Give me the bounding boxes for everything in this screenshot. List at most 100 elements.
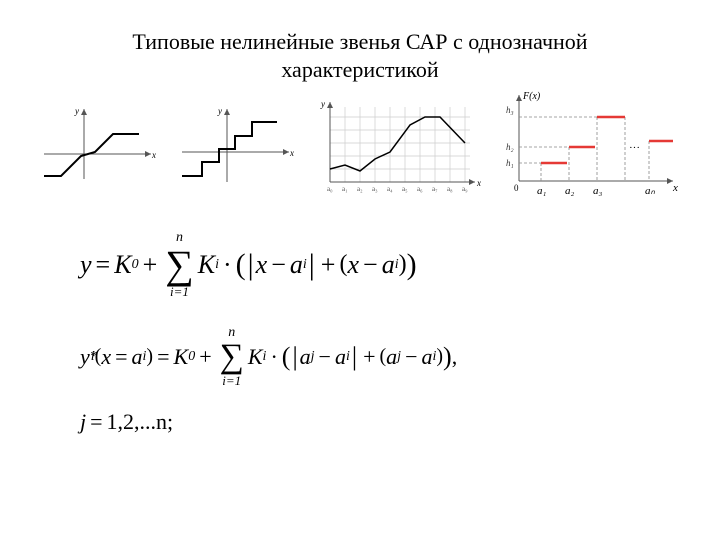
f2-eq: = bbox=[157, 344, 169, 370]
f1-sum-bot: i=1 bbox=[170, 285, 189, 298]
chart-4: ··· F(x) x h₁ h₂ h₃ a₁ a₂ a₃ aₙ 0 bbox=[501, 89, 681, 209]
title-line2: характеристикой bbox=[281, 57, 438, 82]
chart-1: x y bbox=[39, 104, 159, 194]
svg-text:a₈: a₈ bbox=[447, 185, 453, 193]
f3-seq: 1,2,...n; bbox=[107, 409, 174, 435]
f2-rp2: ) bbox=[436, 345, 443, 368]
f1-minus1: − bbox=[271, 250, 286, 280]
title-line1: Типовые нелинейные звенья САР с однознач… bbox=[132, 29, 587, 54]
f1-a1: a bbox=[290, 250, 303, 280]
charts-row: x y x y bbox=[0, 89, 720, 209]
chart3-y-label: y bbox=[320, 99, 325, 109]
svg-text:a₀: a₀ bbox=[327, 185, 333, 193]
f2-m2: − bbox=[405, 344, 417, 370]
f2-absL: | bbox=[292, 342, 297, 372]
f1-plus1: + bbox=[143, 250, 158, 280]
svg-text:0: 0 bbox=[514, 183, 519, 193]
f2-m1: − bbox=[319, 344, 331, 370]
page-title: Типовые нелинейные звенья САР с однознач… bbox=[0, 0, 720, 83]
f2-plus2: + bbox=[363, 344, 375, 370]
f2-ai: a bbox=[335, 344, 346, 370]
f1-kis: i bbox=[215, 257, 219, 273]
f2-kis: i bbox=[263, 349, 267, 365]
chart-3: x y a₀ a₁ a₂ a₃ a₄ a₅ a₆ a₇ a₈ a₉ bbox=[315, 97, 483, 202]
f2-lp2: ( bbox=[380, 345, 387, 368]
chart-1-svg: x y bbox=[39, 104, 159, 189]
f1-ki: K bbox=[198, 250, 215, 280]
svg-text:a₁: a₁ bbox=[537, 185, 547, 197]
chart1-y-label: y bbox=[74, 106, 79, 116]
f1-x1: x bbox=[256, 250, 268, 280]
f2-k0s: 0 bbox=[188, 349, 195, 365]
f1-sigma-sym: ∑ bbox=[165, 245, 194, 285]
f1-x2: x bbox=[347, 250, 359, 280]
formulas-block: y = K0 + n ∑ i=1 Ki · ( | x − ai | + ( x… bbox=[0, 209, 720, 435]
f2-dot: · bbox=[270, 344, 277, 370]
svg-text:a₆: a₆ bbox=[417, 185, 423, 193]
f2-aj: a bbox=[300, 344, 311, 370]
chart4-x-label: x bbox=[672, 182, 678, 194]
chart3-x-label: x bbox=[476, 178, 481, 188]
formula-1: y = K0 + n ∑ i=1 Ki · ( | x − ai | + ( x… bbox=[80, 231, 720, 298]
f2-sigma: n ∑ i=1 bbox=[220, 326, 244, 387]
chart4-y-label: F(x) bbox=[522, 91, 541, 102]
f2-sigma-sym: ∑ bbox=[220, 340, 244, 374]
f1-abs-l: | bbox=[248, 248, 254, 282]
svg-text:aₙ: aₙ bbox=[645, 185, 656, 197]
chart1-x-label: x bbox=[151, 150, 156, 160]
formula-2: y*i ( x = ai ) = K0 + n ∑ i=1 Ki · ( | a… bbox=[80, 326, 720, 387]
svg-text:a₃: a₃ bbox=[372, 185, 378, 193]
f3-j: j bbox=[80, 409, 86, 435]
f2-ais: i bbox=[346, 349, 350, 365]
svg-text:a₅: a₅ bbox=[402, 185, 408, 193]
f2-xc: x bbox=[101, 344, 111, 370]
f3-eq: = bbox=[90, 409, 102, 435]
chart2-y-label: y bbox=[217, 106, 222, 116]
svg-text:h₂: h₂ bbox=[506, 142, 514, 152]
f1-a1s: i bbox=[303, 257, 307, 273]
f1-abs-r: | bbox=[309, 248, 315, 282]
svg-text:h₃: h₃ bbox=[506, 105, 514, 115]
f2-rp: ) bbox=[443, 342, 452, 372]
f1-k0: K bbox=[114, 250, 131, 280]
f2-k0: K bbox=[174, 344, 189, 370]
svg-text:a₇: a₇ bbox=[432, 185, 438, 193]
f2-ki: K bbox=[248, 344, 263, 370]
f2-lp: ( bbox=[282, 342, 291, 372]
f1-minus2: − bbox=[363, 250, 378, 280]
f1-a2: a bbox=[382, 250, 395, 280]
svg-text:a₂: a₂ bbox=[357, 185, 363, 193]
svg-text:h₁: h₁ bbox=[506, 158, 514, 168]
f2-bot: i=1 bbox=[222, 374, 241, 387]
formula-3: j = 1,2,...n; bbox=[80, 409, 720, 435]
f1-dot: · bbox=[223, 250, 232, 280]
f2-comma: , bbox=[452, 344, 458, 370]
f2-absR: | bbox=[352, 342, 357, 372]
chart-4-svg: ··· F(x) x h₁ h₂ h₃ a₁ a₂ a₃ aₙ 0 bbox=[501, 89, 681, 204]
f1-sigma: n ∑ i=1 bbox=[165, 231, 194, 298]
chart-3-svg: x y a₀ a₁ a₂ a₃ a₄ a₅ a₆ a₇ a₈ a₉ bbox=[315, 97, 483, 197]
f1-lp: ( bbox=[236, 248, 246, 282]
f1-plus2: + bbox=[321, 250, 336, 280]
f2-rp0: ) bbox=[146, 345, 153, 368]
f2-eqc: = bbox=[115, 344, 127, 370]
f2-ai2: a bbox=[421, 344, 432, 370]
chart-2-svg: x y bbox=[177, 104, 297, 189]
f2-aj2s: j bbox=[397, 349, 401, 365]
f2-aj2: a bbox=[386, 344, 397, 370]
chart4-dots: ··· bbox=[629, 142, 640, 154]
f2-y: y bbox=[80, 344, 90, 370]
f2-plus1: + bbox=[199, 344, 211, 370]
svg-text:a₁: a₁ bbox=[342, 185, 348, 193]
f1-k0s: 0 bbox=[132, 257, 139, 273]
svg-text:a₉: a₉ bbox=[462, 185, 468, 193]
f1-eq: = bbox=[96, 250, 111, 280]
chart2-x-label: x bbox=[289, 148, 294, 158]
svg-text:a₂: a₂ bbox=[565, 185, 575, 197]
f1-rp: ) bbox=[407, 248, 417, 282]
chart-2: x y bbox=[177, 104, 297, 194]
svg-text:a₄: a₄ bbox=[387, 185, 393, 193]
svg-text:a₃: a₃ bbox=[593, 185, 603, 197]
f2-ac: a bbox=[132, 344, 143, 370]
f1-rp2: ) bbox=[399, 251, 407, 278]
